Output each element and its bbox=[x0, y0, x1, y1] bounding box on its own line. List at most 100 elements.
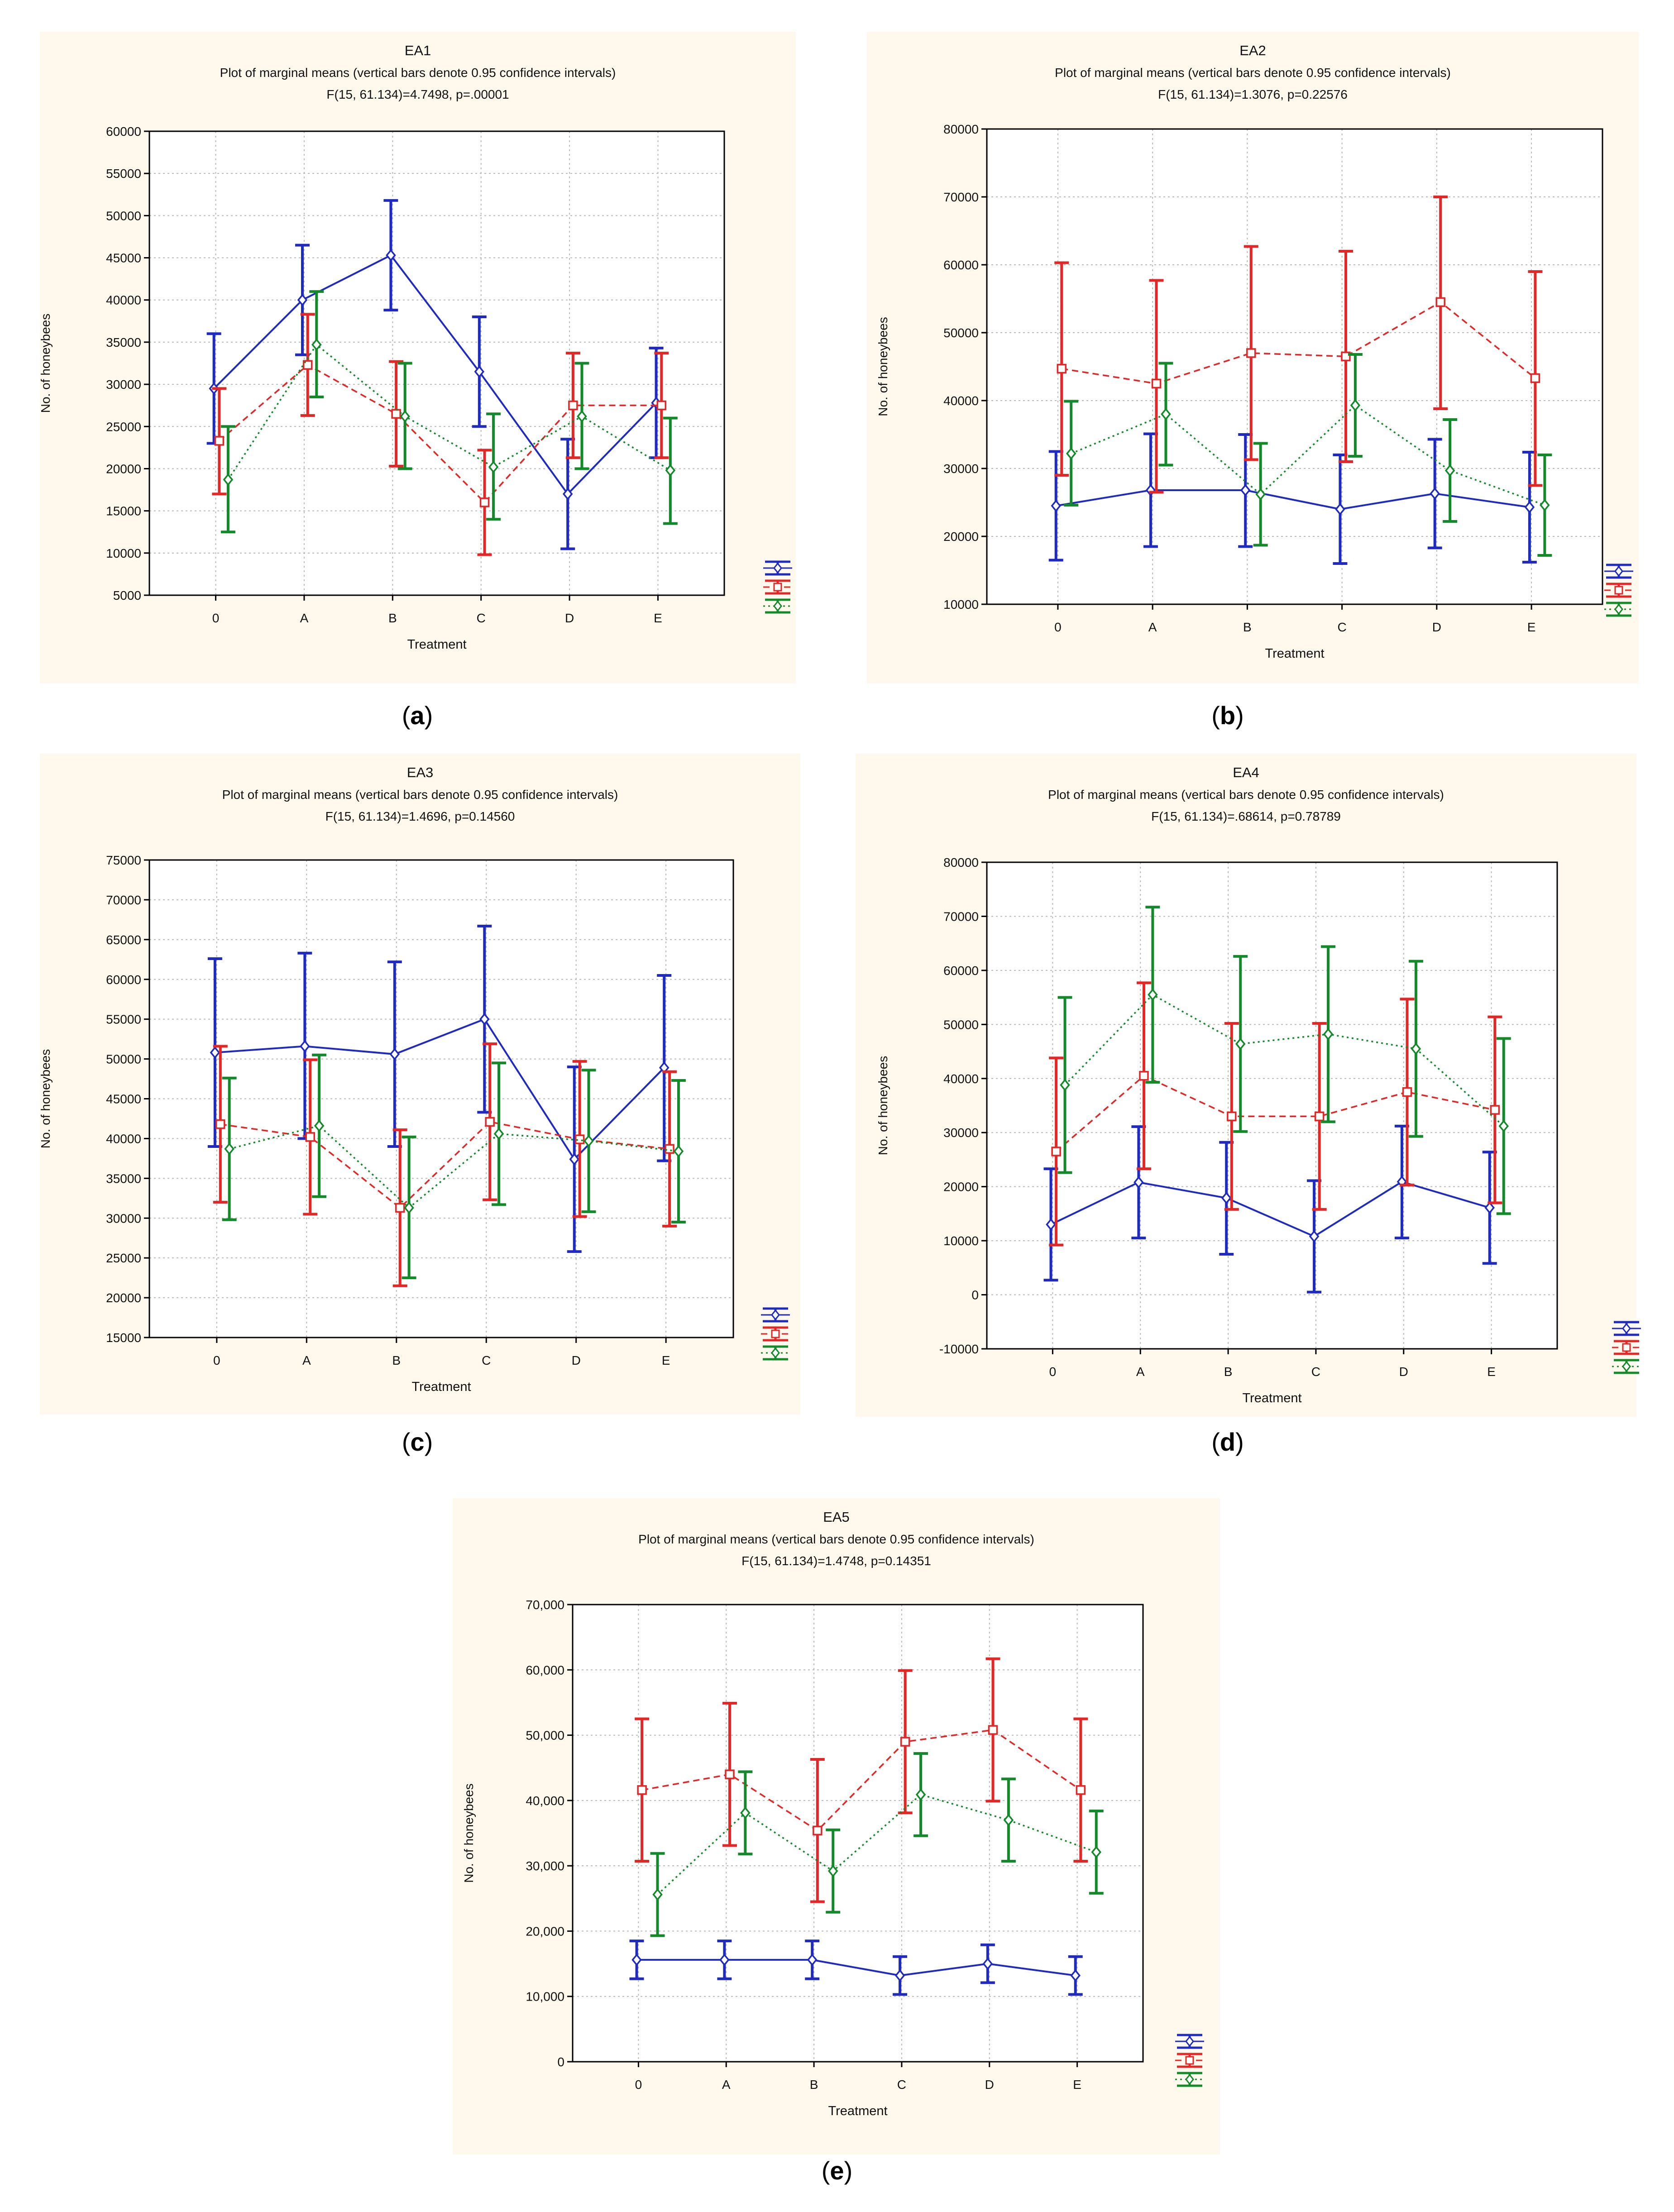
x-tick-label: A bbox=[300, 611, 309, 625]
plot-area bbox=[149, 860, 733, 1338]
chart-stat: F(15, 61.134)=.68614, p=0.78789 bbox=[1151, 809, 1341, 823]
y-axis-label: No. of honeybees bbox=[876, 1056, 890, 1156]
y-tick-label: 15000 bbox=[106, 504, 141, 518]
series-2-point bbox=[305, 1132, 315, 1142]
series-3-point bbox=[1161, 408, 1171, 420]
series-3-point bbox=[1060, 1079, 1070, 1091]
chart-stat: F(15, 61.134)=1.3076, p=0.22576 bbox=[1158, 87, 1348, 101]
series-2-point bbox=[1246, 348, 1256, 358]
series-2-point bbox=[1057, 363, 1067, 374]
series-2-line bbox=[219, 364, 662, 504]
y-tick-label: 20,000 bbox=[526, 1924, 564, 1938]
series-3-point bbox=[915, 1788, 926, 1801]
series-3-point bbox=[740, 1806, 751, 1820]
x-tick-label: C bbox=[1311, 1365, 1320, 1379]
series-1-point bbox=[1484, 1201, 1495, 1214]
legend-marker-3 bbox=[771, 1347, 780, 1359]
panel-letter-e: (e) bbox=[822, 2156, 852, 2185]
y-tick-label: 30000 bbox=[943, 1126, 979, 1140]
y-tick-label: 50000 bbox=[106, 1052, 141, 1066]
legend-marker-3 bbox=[1185, 2073, 1194, 2085]
chart-title: EA1 bbox=[405, 43, 431, 58]
series-2-point bbox=[900, 1737, 910, 1747]
y-tick-label: 60000 bbox=[106, 124, 141, 139]
series-2-point bbox=[215, 1119, 225, 1129]
chart-panel-1: EA1 Plot of marginal means (vertical bars… bbox=[38, 32, 796, 683]
legend-marker-2 bbox=[1185, 2056, 1194, 2065]
y-tick-label: 45000 bbox=[106, 1092, 141, 1106]
y-tick-label: 35000 bbox=[106, 1171, 141, 1185]
y-tick-label: 10,000 bbox=[526, 1990, 564, 2004]
chart-subtitle: Plot of marginal means (vertical bars de… bbox=[220, 66, 616, 80]
y-tick-label: 55000 bbox=[106, 167, 141, 181]
y-tick-label: 80000 bbox=[943, 122, 979, 136]
y-tick-label: 60,000 bbox=[526, 1663, 564, 1677]
plot-frame bbox=[148, 130, 725, 596]
y-tick-label: 30,000 bbox=[526, 1859, 564, 1873]
y-tick-label: 35000 bbox=[106, 335, 141, 349]
chart-panel-4: EA4 Plot of marginal means (vertical bars… bbox=[856, 754, 1641, 1417]
y-tick-label: 55000 bbox=[106, 1013, 141, 1027]
series-1-point bbox=[479, 1013, 490, 1026]
series-2-point bbox=[656, 400, 667, 411]
series-3-line bbox=[1064, 994, 1504, 1127]
x-tick-label: 0 bbox=[635, 2078, 642, 2092]
plot-frame bbox=[986, 128, 1603, 605]
x-tick-label: 0 bbox=[1054, 620, 1062, 634]
y-tick-label: 10000 bbox=[106, 546, 141, 560]
y-tick-label: 50000 bbox=[106, 209, 141, 223]
y-tick-label: 25000 bbox=[106, 420, 141, 434]
x-tick-label: D bbox=[572, 1353, 581, 1367]
y-tick-label: 70000 bbox=[943, 190, 979, 204]
y-tick-label: 60000 bbox=[106, 973, 141, 987]
series-3-point bbox=[404, 1201, 414, 1214]
x-tick-label: 0 bbox=[213, 1353, 220, 1367]
x-tick-label: D bbox=[985, 2078, 994, 2092]
series-3-point bbox=[1540, 499, 1550, 511]
legend-marker-1 bbox=[1622, 1323, 1631, 1334]
x-tick-label: A bbox=[1148, 620, 1157, 634]
y-tick-label: 30000 bbox=[943, 462, 979, 476]
plot-area bbox=[573, 1605, 1143, 2062]
series-2-point bbox=[1139, 1071, 1149, 1081]
panel-letter-d: (d) bbox=[1211, 1428, 1244, 1456]
x-tick-label: 0 bbox=[212, 611, 220, 625]
y-tick-label: 75000 bbox=[106, 853, 141, 867]
chart-panel-2: EA2 Plot of marginal means (vertical bars… bbox=[867, 32, 1639, 683]
x-tick-label: A bbox=[722, 2078, 731, 2092]
series-2-point bbox=[1051, 1147, 1061, 1156]
x-tick-label: A bbox=[1136, 1365, 1145, 1379]
series-2-point bbox=[988, 1725, 998, 1735]
x-tick-label: D bbox=[1432, 620, 1441, 634]
series-3-point bbox=[1498, 1120, 1509, 1132]
series-1-point bbox=[1051, 499, 1061, 512]
series-2-point bbox=[391, 409, 401, 419]
x-tick-label: E bbox=[1527, 620, 1536, 634]
y-tick-label: 40000 bbox=[106, 293, 141, 307]
x-tick-label: E bbox=[654, 611, 662, 625]
series-3-point bbox=[1255, 488, 1266, 501]
chart-panel-3: EA3 Plot of marginal means (vertical bars… bbox=[38, 754, 800, 1414]
series-3-point bbox=[314, 1119, 325, 1132]
series-3-line bbox=[657, 1793, 1097, 1895]
panel-letter-a: (a) bbox=[402, 701, 433, 730]
chart-title: EA5 bbox=[823, 1509, 850, 1525]
legend-marker-1 bbox=[771, 1309, 780, 1321]
y-tick-label: 5000 bbox=[113, 588, 141, 602]
legend-marker-1 bbox=[1614, 565, 1623, 577]
series-1-point bbox=[297, 293, 308, 306]
x-tick-label: E bbox=[1073, 2078, 1081, 2092]
series-2-point bbox=[725, 1769, 735, 1779]
y-tick-label: 70000 bbox=[943, 909, 979, 923]
series-1-point bbox=[1335, 503, 1345, 516]
legend-marker-2 bbox=[771, 1329, 780, 1338]
series-2-point bbox=[574, 1134, 585, 1144]
y-axis-label: No. of honeybees bbox=[462, 1783, 476, 1883]
x-axis-label: Treatment bbox=[1242, 1391, 1301, 1405]
y-tick-label: 20000 bbox=[106, 462, 141, 476]
x-tick-label: B bbox=[1243, 620, 1252, 634]
series-1-point bbox=[1524, 501, 1535, 514]
legend-marker-3 bbox=[1614, 603, 1623, 615]
y-axis-label: No. of honeybees bbox=[38, 1049, 53, 1149]
